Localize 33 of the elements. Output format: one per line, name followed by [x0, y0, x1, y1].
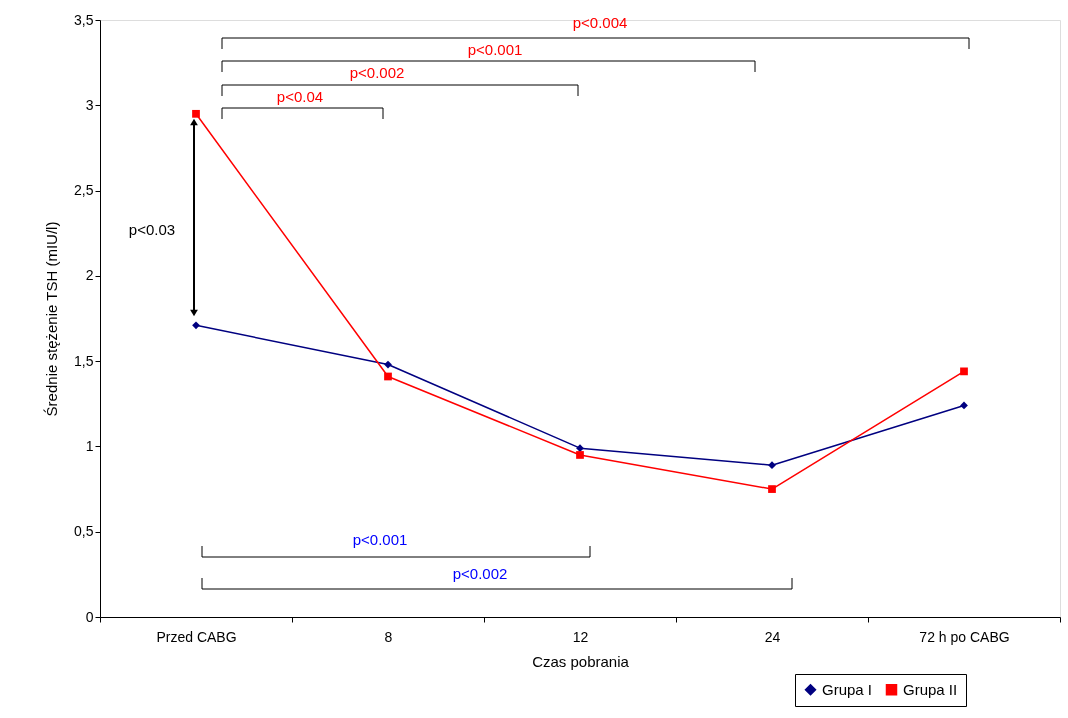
y-tick-label: 2,5 — [74, 182, 94, 199]
annotation: p<0.002 — [452, 565, 508, 582]
y-axis-title: Średnie stężenie TSH (mIU/l) — [43, 221, 61, 417]
y-tick-label: 3 — [85, 96, 94, 113]
point — [768, 485, 776, 493]
point — [960, 401, 968, 410]
point — [192, 109, 200, 118]
x-tick-label: 12 — [572, 628, 589, 645]
point — [576, 451, 584, 459]
annotation: p<0.001 — [352, 531, 408, 548]
y-tick-label: 2 — [85, 267, 94, 284]
annotation: p<0.04 — [276, 88, 324, 105]
y-tick-label: 0,5 — [74, 523, 94, 540]
point — [384, 360, 392, 369]
point — [960, 367, 968, 376]
y-tick-label: 0 — [85, 608, 94, 625]
annotation: p<0.03 — [128, 221, 176, 238]
point — [768, 461, 776, 470]
point — [384, 372, 392, 381]
annotation: p<0.004 — [572, 14, 628, 31]
annotation: p<0.002 — [349, 64, 405, 81]
x-tick-label: 8 — [384, 628, 393, 645]
legend-label: Grupa II — [903, 680, 958, 698]
x-tick-label: 72 h po CABG — [919, 628, 1010, 645]
x-axis-title: Czas pobrania — [532, 652, 630, 670]
x-tick-label: 24 — [764, 628, 781, 645]
annotation: p<0.001 — [467, 41, 523, 58]
point — [192, 321, 200, 330]
y-tick-label: 1 — [85, 437, 94, 454]
y-tick-label: 3,5 — [74, 11, 94, 28]
legend-label: Grupa I — [822, 680, 873, 698]
y-tick-label: 1,5 — [74, 352, 94, 369]
x-tick-label: Przed CABG — [156, 628, 237, 645]
